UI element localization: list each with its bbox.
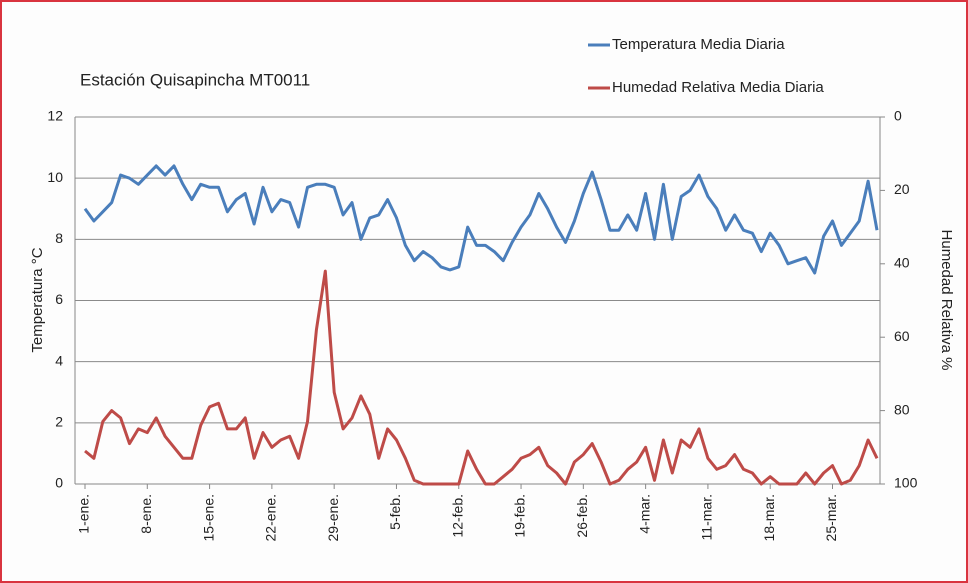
y-axis-label: Temperatura °C	[29, 247, 46, 352]
series-line	[84, 269, 879, 486]
series-line	[83, 164, 879, 275]
y2-tick-label: 60	[894, 328, 910, 344]
y-tick-label: 0	[55, 475, 63, 491]
x-tick-label: 11-mar.	[699, 494, 715, 540]
y2-tick-label: 20	[894, 181, 910, 197]
y2-tick-label: 0	[894, 108, 902, 124]
y-tick-label: 12	[47, 108, 63, 124]
legend-label: Temperatura Media Diaria	[612, 36, 785, 53]
y-tick-label: 4	[55, 352, 63, 368]
x-tick-label: 18-mar.	[761, 494, 777, 541]
x-tick-label: 26-feb.	[574, 494, 590, 538]
x-tick-label: 25-mar.	[823, 494, 839, 541]
legend-label: Humedad Relativa Media Diaria	[612, 79, 824, 96]
y-tick-label: 8	[55, 230, 63, 246]
x-tick-label: 4-mar.	[636, 494, 652, 534]
y-tick-label: 10	[47, 169, 63, 185]
y2-axis-label: Humedad Relativa %	[938, 230, 955, 371]
x-tick-label: 12-feb.	[449, 494, 465, 538]
y2-tick-label: 40	[894, 255, 910, 271]
x-tick-label: 15-ene.	[200, 494, 216, 541]
chart-title: Estación Quisapincha MT0011	[80, 70, 310, 89]
x-tick-label: 5-feb.	[387, 494, 403, 530]
y-tick-label: 2	[55, 414, 63, 430]
y2-tick-label: 100	[894, 475, 918, 491]
x-tick-label: 29-ene.	[325, 494, 341, 541]
y2-tick-label: 80	[894, 401, 910, 417]
x-tick-label: 22-ene.	[263, 494, 279, 541]
x-tick-label: 1-ene.	[76, 494, 92, 534]
y-tick-label: 6	[55, 291, 63, 307]
x-tick-label: 8-ene.	[138, 494, 154, 534]
x-tick-label: 19-feb.	[512, 494, 528, 538]
